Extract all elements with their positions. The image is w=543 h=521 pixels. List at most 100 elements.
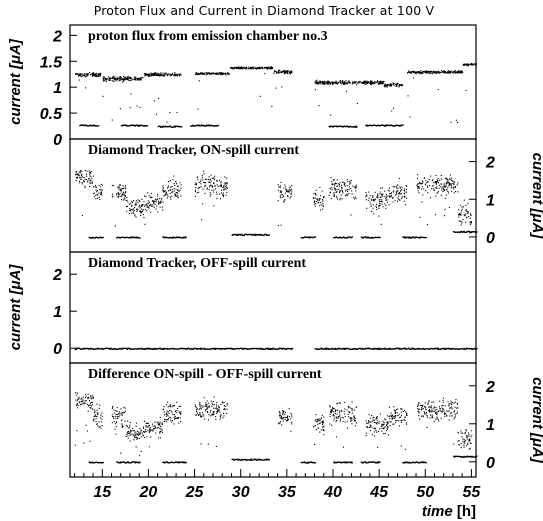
data-point (429, 417, 431, 419)
data-point (374, 461, 376, 463)
data-point (122, 79, 124, 81)
data-point (114, 412, 116, 414)
data-point (331, 409, 333, 411)
data-point (473, 347, 476, 349)
data-point (312, 197, 314, 199)
data-point (447, 410, 449, 412)
data-point (423, 177, 425, 179)
data-point (120, 461, 122, 463)
data-point (333, 179, 335, 181)
data-point (386, 85, 388, 87)
data-point (436, 411, 438, 413)
data-point (143, 420, 145, 422)
data-point (78, 171, 80, 173)
data-point (461, 208, 463, 210)
data-point (374, 421, 376, 423)
data-point (84, 169, 86, 171)
data-point (156, 205, 158, 207)
data-point (161, 206, 163, 208)
data-point (436, 179, 438, 181)
data-point (136, 124, 138, 126)
baseline-segment (116, 461, 141, 464)
data-point (152, 429, 154, 431)
data-point (145, 196, 147, 198)
panel-label: Difference ON-spill - OFF-spill current (88, 367, 322, 382)
data-point (133, 430, 135, 432)
data-point (458, 209, 460, 211)
data-point (160, 437, 162, 439)
data-point (83, 180, 85, 182)
data-point (149, 430, 151, 432)
data-point (444, 71, 446, 73)
data-point (324, 347, 327, 349)
data-point (104, 78, 106, 80)
data-point (354, 81, 356, 83)
data-point (209, 182, 211, 184)
data-point (88, 404, 90, 406)
data-point (470, 221, 472, 223)
data-point (132, 212, 134, 214)
data-point (466, 64, 468, 66)
data-point (317, 427, 319, 429)
data-point (157, 74, 159, 76)
data-point (363, 83, 365, 85)
data-point (367, 348, 370, 350)
data-point (146, 347, 148, 349)
data-point (471, 64, 473, 66)
data-point (159, 421, 161, 423)
data-point (417, 410, 419, 412)
data-point (172, 404, 174, 406)
data-point (178, 74, 180, 76)
data-point (97, 73, 99, 75)
data-point (152, 200, 154, 202)
data-point (422, 181, 424, 183)
data-point (124, 410, 126, 412)
data-point (406, 414, 408, 416)
data-point (283, 187, 285, 189)
data-point (77, 407, 79, 409)
data-point (179, 411, 181, 413)
data-point (141, 211, 143, 213)
data-point (167, 195, 169, 197)
data-point (129, 79, 131, 81)
data-point (184, 237, 187, 239)
data-point (455, 72, 457, 74)
data-point (339, 185, 341, 187)
data-point (265, 66, 267, 68)
data-point (150, 211, 152, 213)
data-point (77, 400, 79, 402)
data-point (265, 458, 267, 460)
data-point (174, 75, 176, 77)
data-point (220, 72, 222, 74)
data-point (203, 124, 205, 126)
data-point (199, 408, 201, 410)
data-point (323, 196, 325, 198)
data-point (173, 73, 175, 75)
data-point (268, 66, 270, 68)
data-point (115, 413, 117, 415)
data-point (127, 347, 129, 349)
data-point (457, 70, 459, 72)
data-point (450, 402, 452, 404)
x-tick-label: 55 (462, 484, 481, 501)
data-point (377, 81, 379, 83)
data-point (90, 405, 92, 407)
data-point (332, 183, 334, 185)
data-point (129, 210, 131, 212)
data-point (452, 348, 455, 350)
data-point (127, 430, 129, 432)
data-point (396, 82, 398, 84)
data-point (120, 408, 122, 410)
data-point (332, 415, 334, 417)
data-point (401, 419, 403, 421)
x-tick-label: 45 (369, 484, 389, 501)
y-tick-label: 2 (485, 379, 495, 396)
data-point (329, 82, 331, 84)
data-point (472, 231, 475, 233)
data-point (241, 67, 243, 69)
data-point (329, 413, 331, 415)
data-point (430, 175, 432, 177)
data-point (195, 189, 197, 191)
data-point (160, 72, 162, 74)
data-point (470, 63, 472, 65)
